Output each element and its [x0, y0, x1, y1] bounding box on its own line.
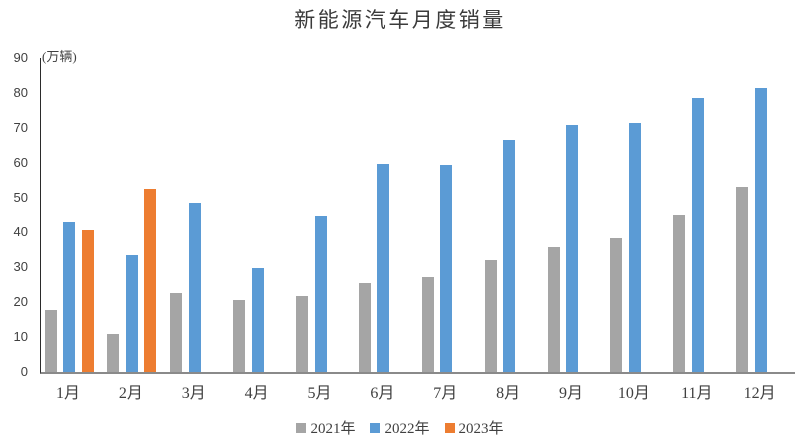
y-tick-label: 80	[13, 84, 28, 100]
x-axis-label-m2: 2月	[118, 385, 143, 402]
bar-group-m11	[673, 58, 722, 372]
legend-swatch-icon	[296, 422, 307, 433]
bar-series2-m6	[377, 164, 390, 372]
legend-label: 2022年	[384, 421, 430, 437]
bar-series1-m3	[170, 293, 183, 372]
legend-swatch-icon	[444, 422, 455, 433]
y-tick-label: 0	[20, 364, 28, 379]
bar-series3-m1	[81, 229, 94, 372]
bar-series1-m8	[484, 260, 497, 372]
bar-series2-m2	[125, 255, 138, 372]
y-tick-label: 10	[13, 329, 28, 345]
bar-group-m3	[170, 58, 219, 372]
bar-series1-m10	[610, 238, 623, 372]
bar-group-m7	[421, 58, 471, 372]
x-axis-label-m1: 1月	[55, 385, 80, 402]
bar-series2-m7	[440, 165, 453, 372]
x-axis-label-m6: 6月	[370, 385, 395, 402]
bar-series2-m12	[754, 88, 767, 372]
bar-series2-m8	[503, 139, 516, 372]
y-tick-label: 30	[13, 259, 28, 275]
bar-series2-m10	[628, 122, 641, 372]
bar-group-m1	[44, 58, 94, 372]
bar-series1-m5	[296, 296, 309, 372]
y-tick-label: 60	[13, 154, 28, 170]
legend-label: 2023年	[458, 421, 504, 437]
x-axis-label-m11: 11月	[681, 385, 713, 402]
bar-series1-m1	[44, 309, 57, 372]
legend-item-series1: 2021年	[296, 417, 355, 438]
bar-series1-m2	[107, 333, 120, 372]
bar-series2-m9	[566, 125, 579, 372]
y-tick-label: 40	[13, 224, 28, 240]
bar-group-m12	[736, 58, 785, 372]
x-axis-label-m4: 4月	[244, 385, 269, 402]
x-axis-label-m7: 7月	[433, 385, 458, 402]
bar-group-m2	[107, 58, 157, 372]
legend-swatch-icon	[370, 422, 381, 433]
y-tick-label: 90	[13, 50, 28, 65]
bar-series2-m5	[314, 216, 327, 372]
x-axis-label-m9: 9月	[559, 385, 584, 402]
bar-series1-m11	[673, 215, 686, 372]
x-axis-label-m3: 3月	[181, 385, 206, 402]
bar-series3-m2	[144, 188, 157, 372]
bar-group-m8	[484, 58, 534, 372]
legend-item-series2: 2022年	[370, 417, 430, 438]
legend: 2021年 2022年 2023年	[0, 417, 800, 438]
bar-group-m10	[610, 58, 659, 372]
y-tick-label: 50	[13, 189, 28, 205]
x-axis-label-m5: 5月	[307, 385, 332, 402]
x-axis-label-m8: 8月	[496, 385, 521, 402]
x-axis-label-m10: 10月	[617, 385, 650, 402]
x-axis-label-m12: 12月	[743, 385, 776, 402]
bar-series1-m6	[358, 282, 371, 372]
plot-area	[40, 58, 795, 374]
bar-series1-m9	[547, 247, 560, 372]
bar-group-m4	[233, 58, 282, 372]
bar-series1-m4	[233, 300, 246, 372]
bar-group-m9	[547, 58, 597, 372]
legend-item-series3: 2023年	[444, 417, 504, 438]
bar-series2-m11	[691, 97, 704, 372]
legend-label: 2021年	[310, 421, 356, 437]
y-tick-label: 70	[13, 119, 28, 135]
bar-group-m5	[296, 58, 345, 372]
y-axis-unit-label: (万辆)	[42, 49, 77, 64]
y-tick-label: 20	[13, 294, 28, 310]
bar-group-m6	[358, 58, 408, 372]
chart-title: 新能源汽车月度销量	[294, 8, 506, 32]
bar-series1-m12	[736, 186, 749, 372]
bar-series2-m4	[251, 267, 264, 372]
bar-series1-m7	[421, 277, 434, 372]
bar-series2-m1	[63, 221, 75, 372]
bar-series2-m3	[188, 203, 201, 372]
